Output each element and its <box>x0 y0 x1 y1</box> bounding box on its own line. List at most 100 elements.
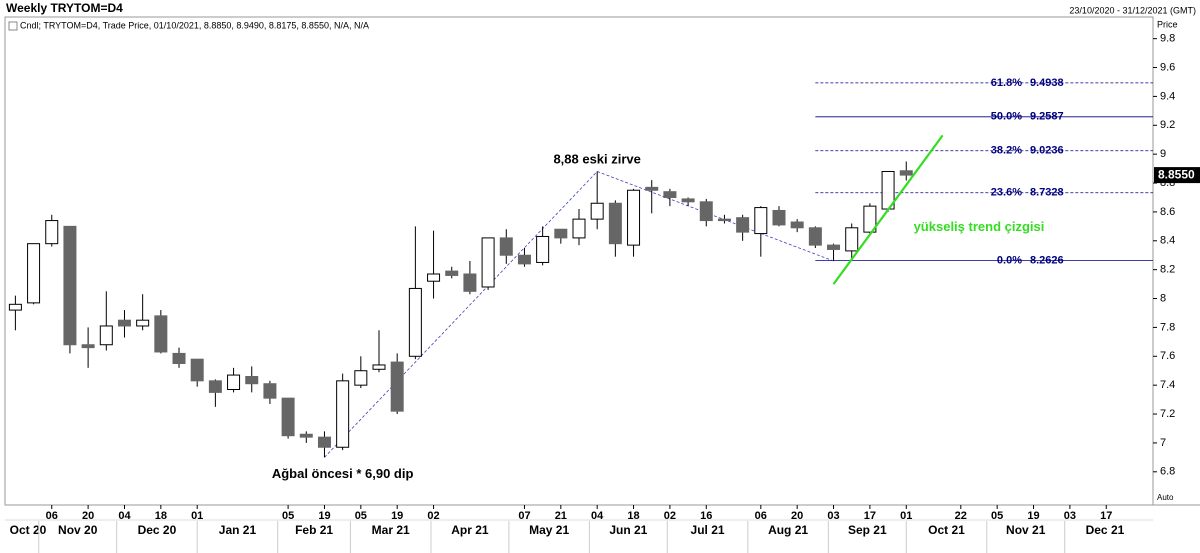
candle-body <box>99 325 113 346</box>
candle-body <box>45 220 59 245</box>
candle-body <box>645 186 659 191</box>
x-tick-label: 04 <box>118 510 131 522</box>
month-label: Apr 21 <box>451 523 489 537</box>
candle-body <box>717 218 731 222</box>
x-tick-label: 20 <box>791 510 803 522</box>
candle-body <box>863 205 877 233</box>
y-tick-label: 7.4 <box>1160 379 1175 391</box>
candle-body <box>63 225 77 346</box>
x-tick-label: 19 <box>391 510 403 522</box>
month-label: Jan 21 <box>219 523 257 537</box>
fib-value-label: 8.2626 <box>1030 255 1064 267</box>
scale-label: Auto <box>1157 493 1174 502</box>
fib-value-label: 9.0236 <box>1030 145 1064 157</box>
last-price-label: 8.8550 <box>1158 167 1195 181</box>
x-tick-label: 01 <box>191 510 203 522</box>
candle-body <box>554 228 568 239</box>
x-tick-label: 21 <box>555 510 567 522</box>
candle-body <box>8 303 22 311</box>
candle-body <box>681 198 695 203</box>
candle-body <box>699 201 713 222</box>
month-label: Nov 20 <box>58 523 98 537</box>
x-tick-label: 20 <box>82 510 94 522</box>
candle-body <box>754 207 768 235</box>
month-label: Mar 21 <box>372 523 410 537</box>
x-tick-label: 05 <box>355 510 367 522</box>
month-label: Dec 21 <box>1086 523 1125 537</box>
fib-value-label: 9.2587 <box>1030 111 1064 123</box>
y-tick-label: 8.4 <box>1160 235 1175 247</box>
candle-body <box>899 170 913 176</box>
fib-level-label: 50.0% <box>991 111 1022 123</box>
y-tick-label: 7.2 <box>1160 408 1175 420</box>
y-tick-label: 7 <box>1160 437 1166 449</box>
legend: Cndl; TRYTOM=D4, Trade Price, 01/10/2021… <box>20 20 369 30</box>
candle-body <box>463 273 477 292</box>
candle-body <box>772 209 786 226</box>
candle-body <box>845 227 859 252</box>
y-tick-label: 7.6 <box>1160 350 1175 362</box>
trend-line <box>832 134 944 285</box>
candle-body <box>608 202 622 245</box>
candle-body <box>536 235 550 263</box>
x-tick-label: 19 <box>318 510 330 522</box>
candle-body <box>499 237 513 256</box>
candle-body <box>263 383 277 399</box>
y-tick-label: 9.4 <box>1160 90 1175 102</box>
candle-body <box>736 217 750 233</box>
date-range: 23/10/2020 - 31/12/2021 (GMT) <box>1069 5 1196 15</box>
x-tick-label: 03 <box>1064 510 1076 522</box>
x-tick-label: 16 <box>700 510 712 522</box>
candle-body <box>190 358 204 382</box>
candle-body <box>245 376 259 385</box>
candle-body <box>172 352 186 365</box>
month-label: Feb 21 <box>295 523 333 537</box>
candle-body <box>790 221 804 229</box>
y-tick-label: 8 <box>1160 292 1166 304</box>
x-tick-label: 02 <box>427 510 439 522</box>
y-tick-label: 9.8 <box>1160 33 1175 45</box>
candle-body <box>317 436 331 448</box>
candle-body <box>427 273 441 282</box>
candle-body <box>154 315 168 353</box>
month-label: Sep 21 <box>848 523 887 537</box>
y-tick-label: 7.8 <box>1160 321 1175 333</box>
month-label: Jul 21 <box>691 523 725 537</box>
fib-level-label: 23.6% <box>991 187 1022 199</box>
candle-body <box>299 433 313 438</box>
candle-body <box>390 361 404 412</box>
y-axis-label: Price <box>1157 19 1178 29</box>
x-tick-label: 22 <box>955 510 967 522</box>
candle-body <box>572 218 586 239</box>
y-tick-label: 9.6 <box>1160 61 1175 73</box>
candle-body <box>481 237 495 288</box>
legend-icon <box>8 21 18 31</box>
x-tick-label: 06 <box>46 510 58 522</box>
y-tick-label: 8.2 <box>1160 264 1175 276</box>
y-tick-label: 9.2 <box>1160 119 1175 131</box>
x-tick-label: 03 <box>827 510 839 522</box>
fib-value-label: 9.4938 <box>1030 77 1064 89</box>
month-label: Nov 21 <box>1006 523 1046 537</box>
x-tick-label: 01 <box>900 510 912 522</box>
x-tick-label: 17 <box>1100 510 1112 522</box>
month-label: May 21 <box>529 523 569 537</box>
y-tick-label: 6.8 <box>1160 466 1175 478</box>
fib-level-label: 61.8% <box>991 77 1022 89</box>
annotation: yükseliş trend çizgisi <box>914 219 1045 234</box>
candle-body <box>227 374 241 390</box>
x-tick-label: 02 <box>664 510 676 522</box>
chart-title: Weekly TRYTOM=D4 <box>6 1 123 15</box>
x-tick-label: 05 <box>282 510 294 522</box>
candle-body <box>627 189 641 246</box>
candle-body <box>81 344 95 349</box>
candle-body <box>408 287 422 357</box>
x-tick-label: 18 <box>627 510 639 522</box>
x-tick-label: 17 <box>864 510 876 522</box>
x-tick-label: 05 <box>991 510 1003 522</box>
candle-body <box>517 254 531 265</box>
candle-body <box>354 370 368 386</box>
month-label: Dec 20 <box>138 523 177 537</box>
candle-body <box>808 227 822 246</box>
